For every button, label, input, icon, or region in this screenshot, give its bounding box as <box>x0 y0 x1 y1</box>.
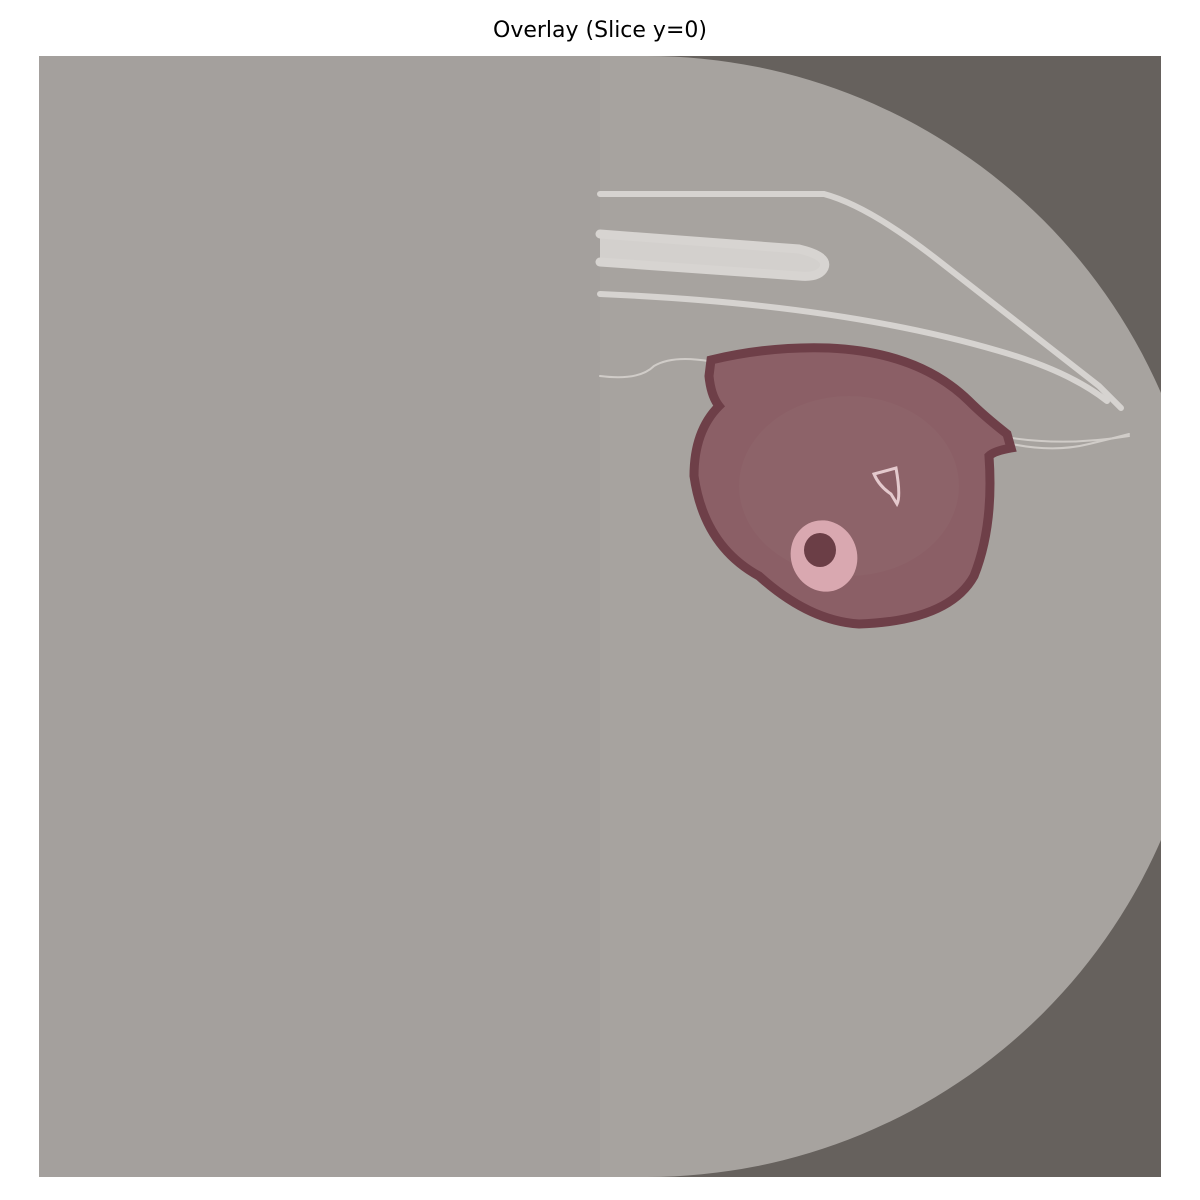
ct-overlay-image <box>39 56 1161 1177</box>
bone-core <box>804 533 836 567</box>
lower-rail <box>597 291 1110 404</box>
upper-tube <box>597 191 1124 411</box>
table-structures <box>595 191 1130 450</box>
figure-title: Overlay (Slice y=0) <box>493 18 707 43</box>
pad <box>595 229 830 281</box>
inner-tissue <box>739 396 959 576</box>
thin-line-right <box>998 433 1130 450</box>
segmentation-mask <box>689 343 1017 629</box>
left-half-region <box>39 56 600 1177</box>
small-bone <box>871 466 901 508</box>
